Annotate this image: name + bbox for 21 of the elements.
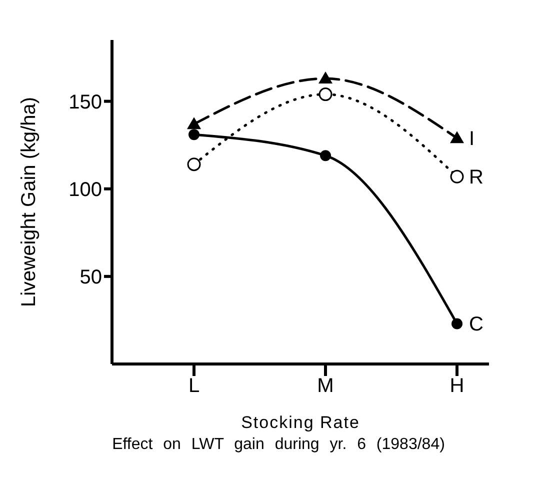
y-tick-label: 150 xyxy=(68,91,102,114)
point xyxy=(452,318,462,330)
x-axis-title: Stocking Rate xyxy=(241,413,360,432)
y-axis-title: Liveweight Gain (kg/ha) xyxy=(18,96,40,308)
point xyxy=(187,158,201,172)
series-label: C xyxy=(469,314,484,336)
point xyxy=(450,131,464,144)
point xyxy=(187,117,201,130)
x-tick-label: H xyxy=(450,375,464,398)
point xyxy=(320,150,331,162)
point xyxy=(450,170,464,184)
x-tick-label: M xyxy=(317,375,334,398)
series-label: R xyxy=(469,166,484,189)
text: Effect on LWT gain during yr. 6 (1983/84) xyxy=(111,436,446,454)
x-tick-label: L xyxy=(188,375,200,398)
point xyxy=(318,88,332,102)
point xyxy=(318,72,332,84)
y-tick-label: 50 xyxy=(80,266,102,289)
series-label: I xyxy=(469,128,475,150)
y-tick-label: 100 xyxy=(68,178,102,201)
point xyxy=(188,129,200,140)
